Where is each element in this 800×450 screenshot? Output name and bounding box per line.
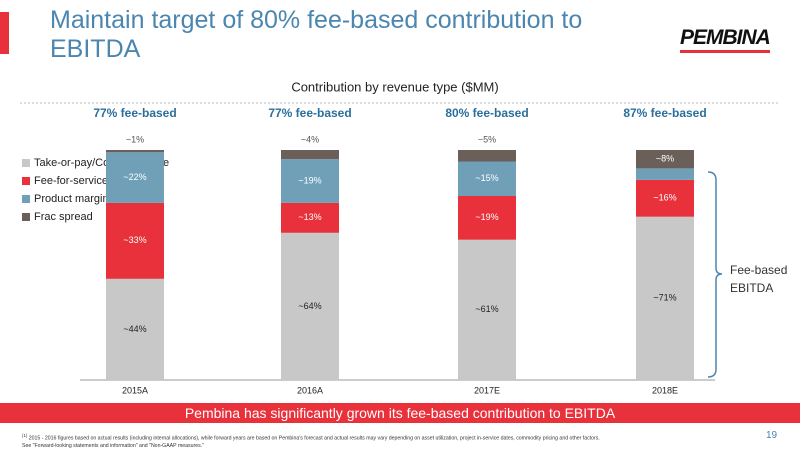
data-label: ~5% bbox=[478, 134, 496, 144]
slide-title: Maintain target of 80% fee-based contrib… bbox=[50, 6, 583, 63]
footnote-marker: (1) bbox=[22, 433, 28, 438]
accent-bar bbox=[0, 12, 9, 54]
data-label: ~33% bbox=[123, 235, 146, 245]
bar-segment bbox=[281, 232, 339, 380]
bracket-label: Fee-based EBITDA bbox=[730, 263, 788, 295]
data-label: ~44% bbox=[123, 324, 146, 334]
data-label: ~22% bbox=[123, 172, 146, 182]
data-label: ~61% bbox=[475, 304, 498, 314]
category-note: 80% fee-based bbox=[445, 106, 528, 120]
data-label: ~1% bbox=[126, 134, 144, 144]
bar-segment bbox=[106, 202, 164, 279]
data-label: ~71% bbox=[653, 293, 676, 303]
bar-segment bbox=[636, 150, 694, 169]
bar-segment bbox=[636, 216, 694, 380]
page-number: 19 bbox=[766, 430, 778, 441]
chart-title: Contribution by revenue type ($MM) bbox=[291, 79, 498, 94]
legend-swatch bbox=[22, 159, 30, 167]
x-tick-label: 2018E bbox=[652, 385, 678, 395]
legend-label: Frac spread bbox=[34, 211, 93, 223]
data-label: ~4% bbox=[301, 134, 319, 144]
footnote: (1) 2015 - 2016 figures based on actual … bbox=[22, 432, 722, 450]
banner: Pembina has significantly grown its fee-… bbox=[0, 403, 800, 423]
bar-segment bbox=[281, 150, 339, 160]
bar-segment bbox=[636, 168, 694, 180]
legend-label: Fee-for-service bbox=[34, 175, 108, 187]
bracket bbox=[707, 171, 723, 378]
data-label: ~19% bbox=[475, 212, 498, 222]
x-tick-label: 2016A bbox=[297, 385, 323, 395]
bar-segment bbox=[458, 239, 516, 380]
bar-segment bbox=[458, 150, 516, 162]
data-label: ~64% bbox=[298, 301, 321, 311]
legend-swatch bbox=[22, 195, 30, 203]
category-note: 87% fee-based bbox=[623, 106, 706, 120]
chart: Contribution by revenue type ($MM) Take-… bbox=[20, 79, 780, 395]
footnote-line: 2015 - 2016 figures based on actual resu… bbox=[28, 435, 600, 442]
bar-segment bbox=[458, 161, 516, 196]
legend-label: Product margin bbox=[34, 193, 109, 205]
bar-segment bbox=[636, 179, 694, 217]
bar-segment bbox=[106, 150, 164, 153]
bar-segment bbox=[281, 159, 339, 203]
bar-segment bbox=[106, 278, 164, 380]
bar-segment bbox=[281, 202, 339, 233]
category-note: 77% fee-based bbox=[268, 106, 351, 120]
data-label: ~13% bbox=[298, 212, 321, 222]
footnote-line: See "Forward-looking statements and info… bbox=[22, 442, 205, 449]
data-label: ~19% bbox=[298, 175, 321, 185]
legend-swatch bbox=[22, 177, 30, 185]
logo: PEMBINA bbox=[680, 26, 771, 53]
bar-segment bbox=[106, 152, 164, 203]
bar-segment bbox=[458, 196, 516, 240]
data-label: ~15% bbox=[475, 173, 498, 183]
legend-swatch bbox=[22, 213, 30, 221]
data-label: ~8% bbox=[656, 154, 674, 164]
x-tick-label: 2015A bbox=[122, 385, 148, 395]
x-tick-label: 2017E bbox=[474, 385, 500, 395]
data-label: ~16% bbox=[653, 193, 676, 203]
category-note: 77% fee-based bbox=[93, 106, 176, 120]
